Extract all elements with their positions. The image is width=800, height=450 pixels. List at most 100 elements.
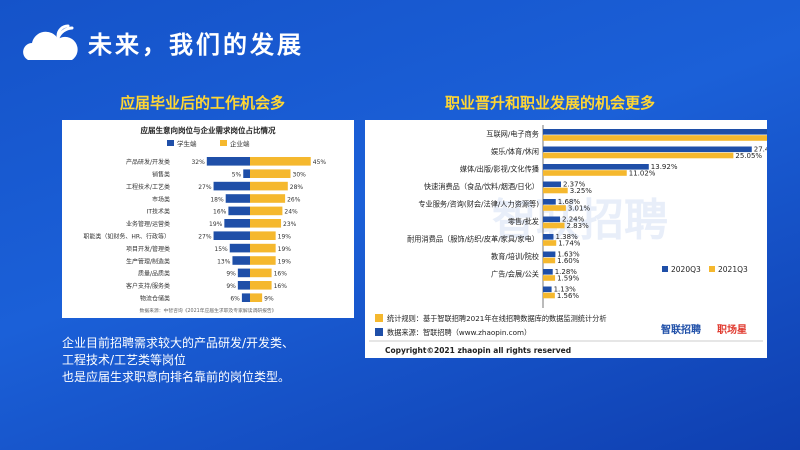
bar-student: [232, 256, 250, 265]
data-label-2021: 11.02%: [629, 170, 656, 178]
bar-2021: [543, 152, 734, 159]
bar-2020: [543, 146, 752, 153]
bar-2021: [543, 187, 568, 194]
footnote-source: 数据来源：智联招聘（www.zhaopin.com）: [387, 328, 531, 337]
bar-2020: [543, 286, 552, 293]
data-label-2020: 13.92%: [651, 163, 678, 171]
category-label: 客户支持/服务类: [126, 282, 170, 290]
data-label-student: 18%: [210, 196, 224, 203]
category-label: IT技术类: [147, 208, 170, 216]
footnote-swatch-2: [375, 328, 383, 336]
bar-company: [250, 157, 311, 166]
bar-2020: [543, 216, 561, 223]
note-line: 也是应届生求职意向排名靠前的岗位类型。: [62, 370, 291, 384]
category-label: 专业服务/咨询(财会/法律/人力资源等): [418, 200, 539, 209]
student-company-chart-panel: 应届生意向岗位与企业需求岗位占比情况 学生端 企业端 产品研发/开发类 32% 45% 销售…: [62, 120, 354, 318]
bar-company: [250, 169, 291, 178]
bar-2021: [543, 170, 627, 176]
bar-student: [228, 206, 250, 216]
bar-company: [250, 206, 283, 216]
bar-company: [250, 281, 272, 290]
data-label-2021: 25.05%: [735, 152, 762, 160]
data-label-2021: 1.59%: [557, 275, 580, 283]
chart-title: 应届生意向岗位与企业需求岗位占比情况: [141, 125, 276, 135]
watermark: 智联招聘: [492, 195, 668, 246]
left-note: 企业目前招聘需求较大的产品研发/开发类、 工程技术/工艺类等岗位 也是应届生求职…: [62, 335, 362, 386]
data-label-company: 19%: [278, 246, 292, 253]
data-label-student: 9%: [226, 271, 236, 278]
data-label-student: 32%: [191, 159, 205, 166]
bar-company: [250, 219, 282, 228]
bar-company: [250, 181, 288, 191]
footnote-rule: 统计规则：基于智联招聘2021年在线招聘数据库的数据监测统计分析: [387, 314, 607, 323]
bar-student: [225, 194, 250, 203]
category-label: 物流仓储类: [140, 295, 170, 303]
data-label-company: 9%: [264, 296, 274, 303]
bar-company: [250, 243, 276, 253]
bar-2020: [543, 129, 767, 135]
page-title: 未来，我们的发展: [88, 30, 304, 59]
data-label-2020: 1.63%: [557, 251, 580, 259]
category-label: 产品研发/开发类: [126, 158, 170, 166]
category-label: 业务管理/运营类: [126, 220, 170, 228]
bar-company: [250, 194, 286, 203]
bar-2021: [543, 292, 555, 299]
data-label-student: 27%: [198, 184, 212, 191]
category-label: 项目开发/管理类: [126, 245, 170, 253]
legend-swatch-student: [167, 140, 174, 146]
data-label-company: 16%: [274, 283, 288, 290]
category-label: 市场类: [152, 195, 170, 203]
bar-company: [250, 256, 276, 265]
data-label-student: 5%: [232, 172, 242, 179]
data-label-2020: 2.24%: [562, 216, 585, 224]
bar-student: [206, 157, 250, 166]
category-label: 快速消费品（食品/饮料/烟酒/日化）: [424, 182, 539, 191]
data-label-student: 6%: [230, 296, 240, 303]
bar-student: [243, 169, 250, 178]
left-subtitle: 应届毕业后的工作机会多: [120, 94, 286, 112]
legend-label-2021: 2021Q3: [718, 265, 748, 274]
data-label-2020: 1.68%: [558, 198, 581, 206]
category-label: 娱乐/体育/休闲: [491, 147, 539, 156]
bar-2021: [543, 135, 767, 141]
bar-2020: [543, 164, 649, 170]
bar-company: [250, 231, 276, 240]
bar-student: [237, 281, 250, 290]
header: 未来，我们的发展: [22, 22, 304, 62]
right-subtitle: 职业晋升和职业发展的机会更多: [445, 94, 656, 112]
industry-chart-panel: 智联招聘互联网/电子商务37.01%36.26%娱乐/体育/休闲27.47%25…: [365, 120, 767, 358]
category-label: 媒体/出版/影视/文化传播: [460, 165, 539, 174]
category-label: 职能类（如财务、HR、行政等）: [83, 233, 170, 241]
chart-source: 数据来源：中智咨询《2021年应届生求职及专家解读调研报告》: [140, 307, 277, 314]
data-label-2020: 27.47%: [754, 146, 767, 154]
note-line: 企业目前招聘需求较大的产品研发/开发类、: [62, 336, 295, 350]
category-label: 工程技术/工艺类: [126, 183, 170, 191]
bar-2020: [543, 234, 554, 240]
bar-2020: [543, 181, 562, 188]
data-label-2020: 1.28%: [555, 268, 578, 276]
legend-swatch-2020: [662, 266, 668, 272]
data-label-2020: 1.13%: [554, 286, 577, 294]
data-label-2021: 1.74%: [558, 240, 581, 248]
data-label-company: 16%: [274, 271, 288, 278]
data-label-2020: 2.37%: [563, 181, 586, 189]
data-label-company: 19%: [278, 258, 292, 265]
data-label-2021: 1.60%: [557, 257, 580, 265]
data-label-2021: 1.56%: [557, 292, 580, 300]
copyright: Copyright©2021 zhaopin all rights reserv…: [385, 346, 571, 355]
legend-label-company: 企业端: [230, 139, 250, 148]
data-label-student: 13%: [217, 258, 231, 265]
data-label-student: 27%: [198, 234, 212, 241]
legend-label-2020: 2020Q3: [671, 265, 701, 274]
bar-2020: [543, 199, 556, 205]
data-label-company: 26%: [287, 196, 301, 203]
category-label: 零售/批发: [508, 217, 539, 226]
data-label-student: 16%: [213, 209, 227, 216]
data-label-student: 15%: [214, 246, 228, 253]
category-label: 耐用消费品（服饰/纺织/皮革/家具/家电）: [407, 235, 539, 244]
bar-student: [241, 293, 250, 302]
data-label-company: 24%: [284, 209, 298, 216]
data-label-company: 19%: [278, 234, 292, 241]
industry-chart: 智联招聘互联网/电子商务37.01%36.26%娱乐/体育/休闲27.47%25…: [369, 125, 767, 355]
